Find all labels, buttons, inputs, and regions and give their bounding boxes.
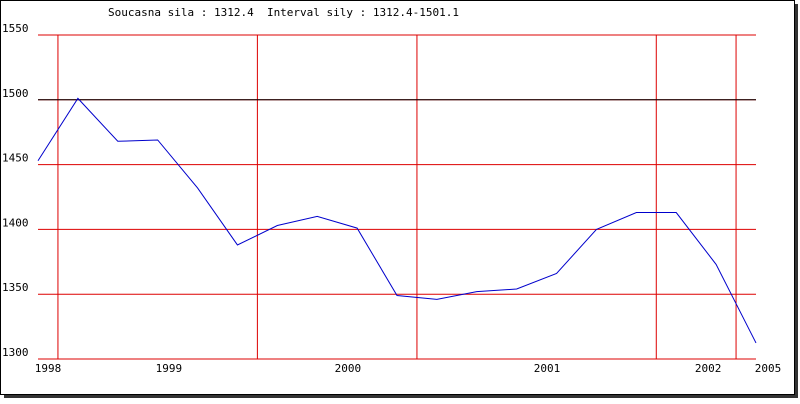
y-tick-label: 1500 <box>2 87 29 100</box>
y-tick-label: 1450 <box>2 152 29 165</box>
chart-title: Soucasna sila : 1312.4 Interval sily : 1… <box>108 6 459 19</box>
y-tick-label: 1350 <box>2 281 29 294</box>
x-tick-label: 2005 <box>755 362 782 375</box>
y-tick-label: 1300 <box>2 346 29 359</box>
x-tick-label: 2000 <box>335 362 362 375</box>
frame <box>0 0 795 395</box>
x-tick-label: 2002 <box>695 362 722 375</box>
x-tick-label: 1998 <box>35 362 62 375</box>
x-tick-label: 2001 <box>534 362 561 375</box>
y-tick-label: 1400 <box>2 216 29 229</box>
x-tick-label: 1999 <box>156 362 183 375</box>
y-tick-label: 1550 <box>2 22 29 35</box>
data-line <box>37 97 757 344</box>
